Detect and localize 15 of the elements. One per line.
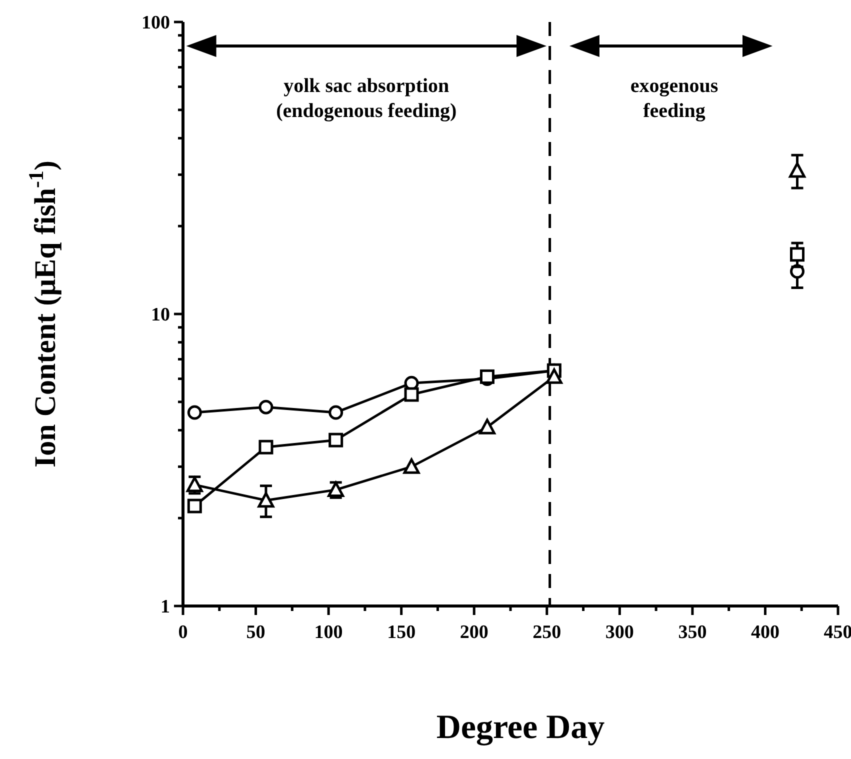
annotation: exogenous feeding (630, 75, 718, 122)
x-tick-label: 50 (246, 622, 266, 643)
annotation: yolk sac absorption (endogenous feeding) (276, 75, 457, 122)
x-tick-label: 250 (532, 622, 562, 643)
x-tick-label: 300 (605, 622, 634, 643)
y-tick-label: 10 (151, 304, 170, 326)
x-tick-label: 150 (387, 622, 416, 643)
y-tick-label: 100 (142, 12, 170, 34)
x-tick-label: 0 (178, 622, 188, 643)
x-tick-label: 200 (460, 622, 488, 643)
x-tick-label: 100 (314, 622, 343, 643)
y-tick-label: 1 (160, 596, 170, 618)
x-tick-label: 400 (750, 622, 780, 643)
x-axis-title: Degree Day (436, 709, 605, 746)
x-tick-label: 350 (678, 622, 707, 643)
